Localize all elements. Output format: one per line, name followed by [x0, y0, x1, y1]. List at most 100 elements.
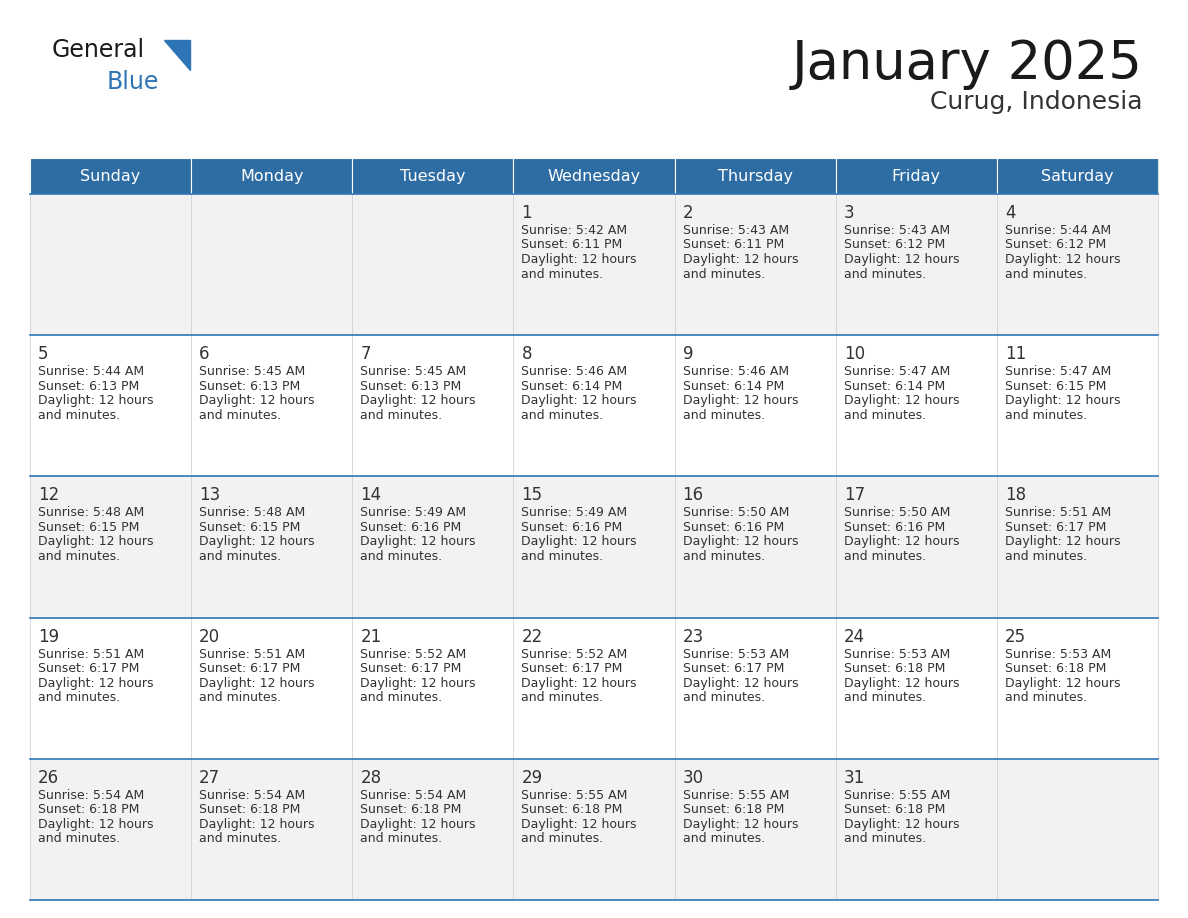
Text: Sunset: 6:11 PM: Sunset: 6:11 PM — [683, 239, 784, 252]
Text: Sunset: 6:18 PM: Sunset: 6:18 PM — [200, 803, 301, 816]
Bar — [353, 759, 513, 900]
Text: Wednesday: Wednesday — [548, 169, 640, 184]
Text: 19: 19 — [38, 628, 59, 645]
Text: Sunrise: 5:55 AM: Sunrise: 5:55 AM — [522, 789, 627, 801]
Text: 2: 2 — [683, 204, 693, 222]
Bar — [835, 335, 997, 476]
Text: and minutes.: and minutes. — [843, 550, 925, 563]
Text: 18: 18 — [1005, 487, 1026, 504]
Text: 25: 25 — [1005, 628, 1026, 645]
Bar — [513, 759, 675, 900]
Text: Saturday: Saturday — [1041, 169, 1113, 184]
Text: Sunset: 6:16 PM: Sunset: 6:16 PM — [683, 521, 784, 534]
Text: 26: 26 — [38, 768, 59, 787]
Text: 7: 7 — [360, 345, 371, 364]
Text: Daylight: 12 hours: Daylight: 12 hours — [522, 535, 637, 548]
Text: and minutes.: and minutes. — [1005, 550, 1087, 563]
Text: Daylight: 12 hours: Daylight: 12 hours — [843, 394, 959, 408]
Text: Sunset: 6:13 PM: Sunset: 6:13 PM — [38, 380, 139, 393]
Text: Sunrise: 5:54 AM: Sunrise: 5:54 AM — [360, 789, 467, 801]
Text: and minutes.: and minutes. — [522, 550, 604, 563]
Text: Sunrise: 5:45 AM: Sunrise: 5:45 AM — [200, 365, 305, 378]
Text: Sunrise: 5:45 AM: Sunrise: 5:45 AM — [360, 365, 467, 378]
Text: 29: 29 — [522, 768, 543, 787]
Bar — [353, 618, 513, 759]
Text: 17: 17 — [843, 487, 865, 504]
Bar — [191, 759, 353, 900]
Text: Daylight: 12 hours: Daylight: 12 hours — [360, 818, 475, 831]
Text: Sunset: 6:17 PM: Sunset: 6:17 PM — [1005, 521, 1106, 534]
Text: 28: 28 — [360, 768, 381, 787]
Text: Tuesday: Tuesday — [400, 169, 466, 184]
Text: Daylight: 12 hours: Daylight: 12 hours — [522, 818, 637, 831]
Text: Daylight: 12 hours: Daylight: 12 hours — [843, 253, 959, 266]
Text: and minutes.: and minutes. — [843, 267, 925, 281]
Bar — [835, 194, 997, 335]
Bar — [675, 759, 835, 900]
Text: Sunset: 6:15 PM: Sunset: 6:15 PM — [200, 521, 301, 534]
Text: Sunset: 6:13 PM: Sunset: 6:13 PM — [360, 380, 461, 393]
Bar — [191, 335, 353, 476]
Text: 31: 31 — [843, 768, 865, 787]
Text: Sunset: 6:18 PM: Sunset: 6:18 PM — [38, 803, 139, 816]
Text: Daylight: 12 hours: Daylight: 12 hours — [522, 394, 637, 408]
Text: Sunrise: 5:51 AM: Sunrise: 5:51 AM — [200, 647, 305, 661]
Text: Sunrise: 5:49 AM: Sunrise: 5:49 AM — [522, 507, 627, 520]
Text: and minutes.: and minutes. — [360, 550, 442, 563]
Text: Daylight: 12 hours: Daylight: 12 hours — [38, 535, 153, 548]
Text: Sunrise: 5:51 AM: Sunrise: 5:51 AM — [38, 647, 144, 661]
Bar — [353, 158, 513, 194]
Text: Sunset: 6:17 PM: Sunset: 6:17 PM — [522, 662, 623, 675]
Text: Sunrise: 5:43 AM: Sunrise: 5:43 AM — [683, 224, 789, 237]
Text: January 2025: January 2025 — [792, 38, 1143, 90]
Bar — [997, 158, 1158, 194]
Text: Sunrise: 5:53 AM: Sunrise: 5:53 AM — [683, 647, 789, 661]
Text: Sunrise: 5:47 AM: Sunrise: 5:47 AM — [843, 365, 950, 378]
Text: and minutes.: and minutes. — [522, 409, 604, 421]
Bar — [675, 476, 835, 618]
Bar — [191, 476, 353, 618]
Text: Daylight: 12 hours: Daylight: 12 hours — [683, 535, 798, 548]
Text: Sunrise: 5:55 AM: Sunrise: 5:55 AM — [683, 789, 789, 801]
Text: Daylight: 12 hours: Daylight: 12 hours — [843, 818, 959, 831]
Text: 30: 30 — [683, 768, 703, 787]
Text: Blue: Blue — [107, 70, 159, 94]
Text: 11: 11 — [1005, 345, 1026, 364]
Text: Sunset: 6:14 PM: Sunset: 6:14 PM — [843, 380, 944, 393]
Bar — [835, 158, 997, 194]
Bar — [513, 476, 675, 618]
Bar — [513, 335, 675, 476]
Text: Sunrise: 5:46 AM: Sunrise: 5:46 AM — [683, 365, 789, 378]
Text: Daylight: 12 hours: Daylight: 12 hours — [200, 535, 315, 548]
Text: 14: 14 — [360, 487, 381, 504]
Text: Sunset: 6:12 PM: Sunset: 6:12 PM — [843, 239, 944, 252]
Text: Daylight: 12 hours: Daylight: 12 hours — [683, 394, 798, 408]
Text: Sunset: 6:17 PM: Sunset: 6:17 PM — [38, 662, 139, 675]
Text: and minutes.: and minutes. — [360, 833, 442, 845]
Bar — [675, 194, 835, 335]
Text: Daylight: 12 hours: Daylight: 12 hours — [522, 253, 637, 266]
Text: Sunrise: 5:48 AM: Sunrise: 5:48 AM — [38, 507, 144, 520]
Text: Thursday: Thursday — [718, 169, 792, 184]
Text: Daylight: 12 hours: Daylight: 12 hours — [200, 677, 315, 689]
Text: and minutes.: and minutes. — [38, 833, 120, 845]
Text: Daylight: 12 hours: Daylight: 12 hours — [1005, 394, 1120, 408]
Bar — [30, 618, 191, 759]
Text: Sunrise: 5:49 AM: Sunrise: 5:49 AM — [360, 507, 467, 520]
Text: 12: 12 — [38, 487, 59, 504]
Text: Sunset: 6:13 PM: Sunset: 6:13 PM — [200, 380, 301, 393]
Bar — [353, 335, 513, 476]
Text: 5: 5 — [38, 345, 49, 364]
Text: Daylight: 12 hours: Daylight: 12 hours — [843, 677, 959, 689]
Text: 6: 6 — [200, 345, 209, 364]
Text: Sunset: 6:18 PM: Sunset: 6:18 PM — [843, 662, 946, 675]
Text: and minutes.: and minutes. — [843, 833, 925, 845]
Text: Sunset: 6:11 PM: Sunset: 6:11 PM — [522, 239, 623, 252]
Text: Sunset: 6:15 PM: Sunset: 6:15 PM — [1005, 380, 1106, 393]
Text: Daylight: 12 hours: Daylight: 12 hours — [683, 253, 798, 266]
Text: Curug, Indonesia: Curug, Indonesia — [930, 90, 1143, 114]
Text: Sunset: 6:12 PM: Sunset: 6:12 PM — [1005, 239, 1106, 252]
Text: and minutes.: and minutes. — [38, 550, 120, 563]
Text: and minutes.: and minutes. — [522, 691, 604, 704]
Text: Monday: Monday — [240, 169, 303, 184]
